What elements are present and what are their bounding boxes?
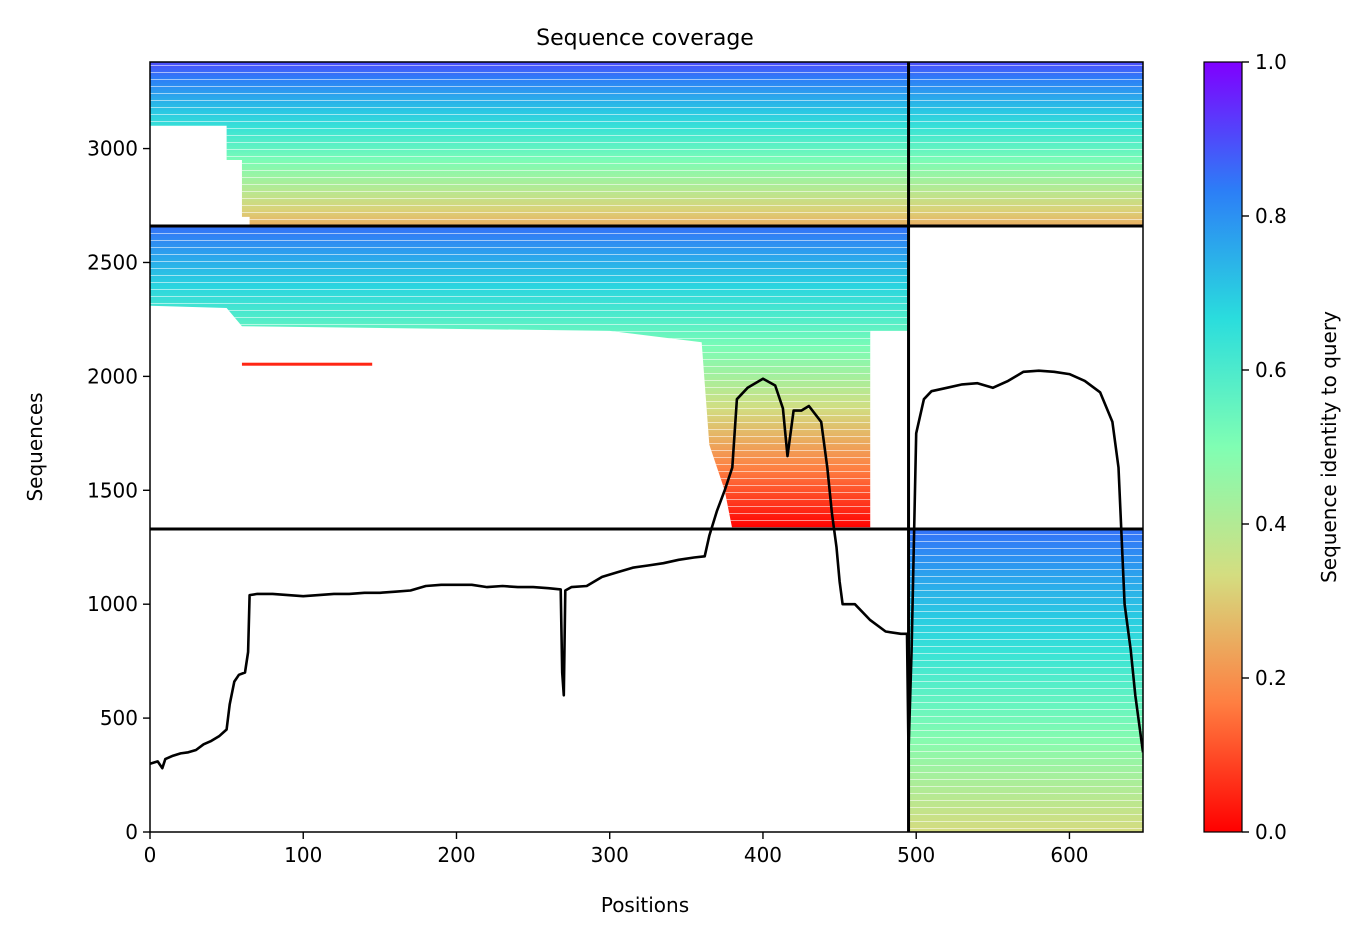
colorbar-tick-label: 0.4 xyxy=(1255,512,1287,536)
y-tick-label: 500 xyxy=(100,706,138,730)
y-axis-label: Sequences xyxy=(23,392,47,501)
colorbar: 0.0 0.2 0.4 0.6 0.8 1.0 Sequence identity to … xyxy=(1203,50,1341,844)
x-tick-label: 600 xyxy=(1050,843,1088,867)
coverage-fragment xyxy=(241,362,373,366)
colorbar-tick-label: 1.0 xyxy=(1255,50,1287,74)
x-tick-label: 200 xyxy=(437,843,475,867)
x-tick-label: 400 xyxy=(744,843,782,867)
chart-title: Sequence coverage xyxy=(536,26,754,51)
y-tick-label: 1500 xyxy=(87,478,138,502)
y-tick-label: 0 xyxy=(125,820,138,844)
x-tick-label: 300 xyxy=(591,843,629,867)
coverage-block-top-gaps xyxy=(150,62,1143,227)
plot-area xyxy=(150,62,1143,832)
coverage-line xyxy=(150,369,1143,770)
x-axis-label: Positions xyxy=(601,893,689,917)
x-tick-label: 0 xyxy=(144,843,157,867)
colorbar-tick-label: 0.0 xyxy=(1255,820,1287,844)
colorbar-ticks: 0.0 0.2 0.4 0.6 0.8 1.0 xyxy=(1242,50,1287,844)
y-tick-label: 2500 xyxy=(87,250,138,274)
x-tick-label: 500 xyxy=(897,843,935,867)
y-tick-label: 1000 xyxy=(87,592,138,616)
colorbar-tick-label: 0.6 xyxy=(1255,358,1287,382)
coverage-block-middle-gaps xyxy=(150,226,909,530)
coverage-block-bottom-gaps xyxy=(908,529,1143,832)
y-axis: 0 500 1000 1500 2000 2500 3000 xyxy=(87,137,150,844)
plot-frame xyxy=(149,61,1144,833)
x-axis: 0 100 200 300 400 500 600 xyxy=(144,832,1089,867)
colorbar-gradient xyxy=(1203,61,1243,833)
x-tick-label: 100 xyxy=(284,843,322,867)
colorbar-label: Sequence identity to query xyxy=(1317,311,1341,583)
y-tick-label: 2000 xyxy=(87,364,138,388)
colorbar-tick-label: 0.2 xyxy=(1255,666,1287,690)
colorbar-tick-label: 0.8 xyxy=(1255,204,1287,228)
y-tick-label: 3000 xyxy=(87,137,138,161)
